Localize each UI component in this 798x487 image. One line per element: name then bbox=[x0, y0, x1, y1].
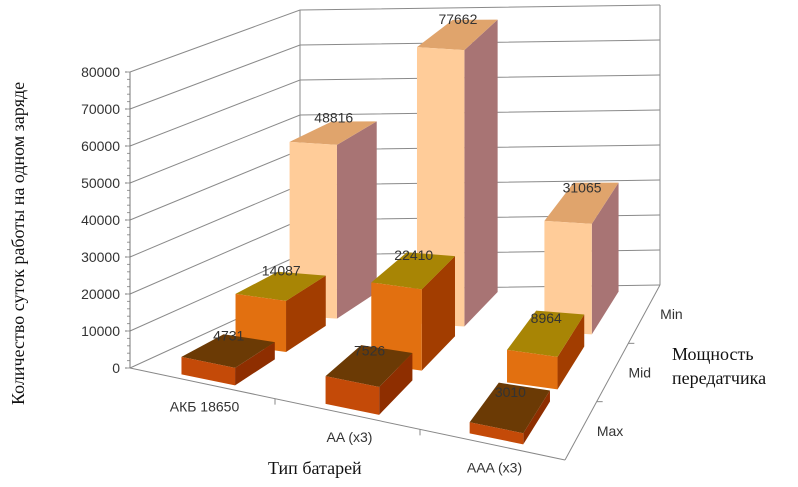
y-axis-title: Количество суток работы на одном заряде bbox=[8, 82, 28, 405]
bar-side-face bbox=[523, 390, 550, 445]
data-label: 31065 bbox=[563, 180, 602, 196]
z-axis-title-line2: передатчика bbox=[672, 368, 766, 388]
bar-side-face bbox=[235, 342, 275, 386]
data-label: 7526 bbox=[354, 342, 385, 358]
bar-side-face bbox=[464, 19, 498, 327]
bar-front-face bbox=[181, 356, 236, 386]
y-tick-label: 30000 bbox=[81, 249, 120, 265]
data-label: 8964 bbox=[531, 310, 562, 326]
bar-top-face bbox=[544, 182, 619, 224]
bar-min-3 bbox=[544, 182, 619, 335]
bar-mid-3 bbox=[507, 310, 585, 390]
x-tick-label: АКБ 18650 bbox=[170, 398, 240, 414]
bar-side-face bbox=[591, 182, 619, 335]
bar-side-face bbox=[379, 352, 413, 415]
y-tick-label: 50000 bbox=[81, 175, 120, 191]
bar-side-face bbox=[421, 256, 456, 371]
bar-front-face bbox=[507, 349, 558, 390]
gridline bbox=[129, 4, 661, 73]
chart-bars bbox=[181, 19, 619, 445]
bar-front-face bbox=[544, 220, 592, 335]
y-tick-label: 10000 bbox=[81, 323, 120, 339]
bar-front-face bbox=[235, 293, 287, 352]
bar-front-face bbox=[325, 376, 380, 415]
gridline bbox=[129, 74, 661, 147]
bar-top-face bbox=[181, 334, 275, 368]
bar-max-2 bbox=[325, 345, 413, 415]
z-axis-line bbox=[564, 284, 661, 461]
y-tick-label: 70000 bbox=[81, 101, 120, 117]
data-label: 48816 bbox=[314, 109, 353, 125]
x-axis-title: Тип батарей bbox=[268, 458, 362, 478]
data-label: 77662 bbox=[438, 11, 477, 27]
bar-top-face bbox=[371, 252, 456, 290]
z-tick-label: Mid bbox=[629, 365, 652, 381]
bar-side-face bbox=[557, 314, 585, 390]
data-label: 14087 bbox=[262, 263, 301, 279]
bar-top-face bbox=[289, 121, 377, 145]
z-axis-title: Мощность передатчика bbox=[672, 344, 766, 388]
gridline bbox=[129, 39, 661, 110]
x-axis-line bbox=[129, 367, 566, 461]
bar-top-face bbox=[325, 345, 413, 388]
z-tick-label: Max bbox=[597, 423, 623, 439]
data-label: 22410 bbox=[394, 247, 433, 263]
bar-mid-2 bbox=[371, 252, 456, 371]
bar-side-face bbox=[336, 121, 377, 319]
x-tick-label: AA (x3) bbox=[327, 429, 373, 445]
bar-front-face bbox=[371, 282, 422, 371]
bar-side-face bbox=[286, 275, 326, 352]
bar-top-face bbox=[507, 310, 585, 357]
bar-max-3 bbox=[469, 382, 550, 445]
x-tick-label: AAA (x3) bbox=[467, 460, 522, 476]
y-tick-label: 20000 bbox=[81, 286, 120, 302]
bar-top-face bbox=[416, 19, 498, 51]
bar-mid-1 bbox=[235, 271, 326, 352]
chart-labels: 48816 77662 31065 14087 22410 8964 4731 7526 301… bbox=[213, 11, 602, 400]
y-tick-label: 60000 bbox=[81, 138, 120, 154]
chart-axes: 0 10000 20000 30000 40000 50000 60000 70000 8000… bbox=[81, 64, 683, 476]
bar-top-face bbox=[469, 382, 550, 434]
data-label: 3010 bbox=[495, 384, 526, 400]
y-tick-label: 80000 bbox=[81, 64, 120, 80]
bar-front-face bbox=[469, 422, 524, 445]
y-tick-label: 40000 bbox=[81, 212, 120, 228]
z-tick-label: Min bbox=[660, 306, 683, 322]
bar-max-1 bbox=[181, 334, 275, 386]
bar-top-face bbox=[235, 271, 326, 301]
z-axis-title-line1: Мощность bbox=[672, 344, 754, 364]
data-label: 4731 bbox=[213, 327, 244, 343]
y-tick-label: 0 bbox=[112, 360, 120, 376]
